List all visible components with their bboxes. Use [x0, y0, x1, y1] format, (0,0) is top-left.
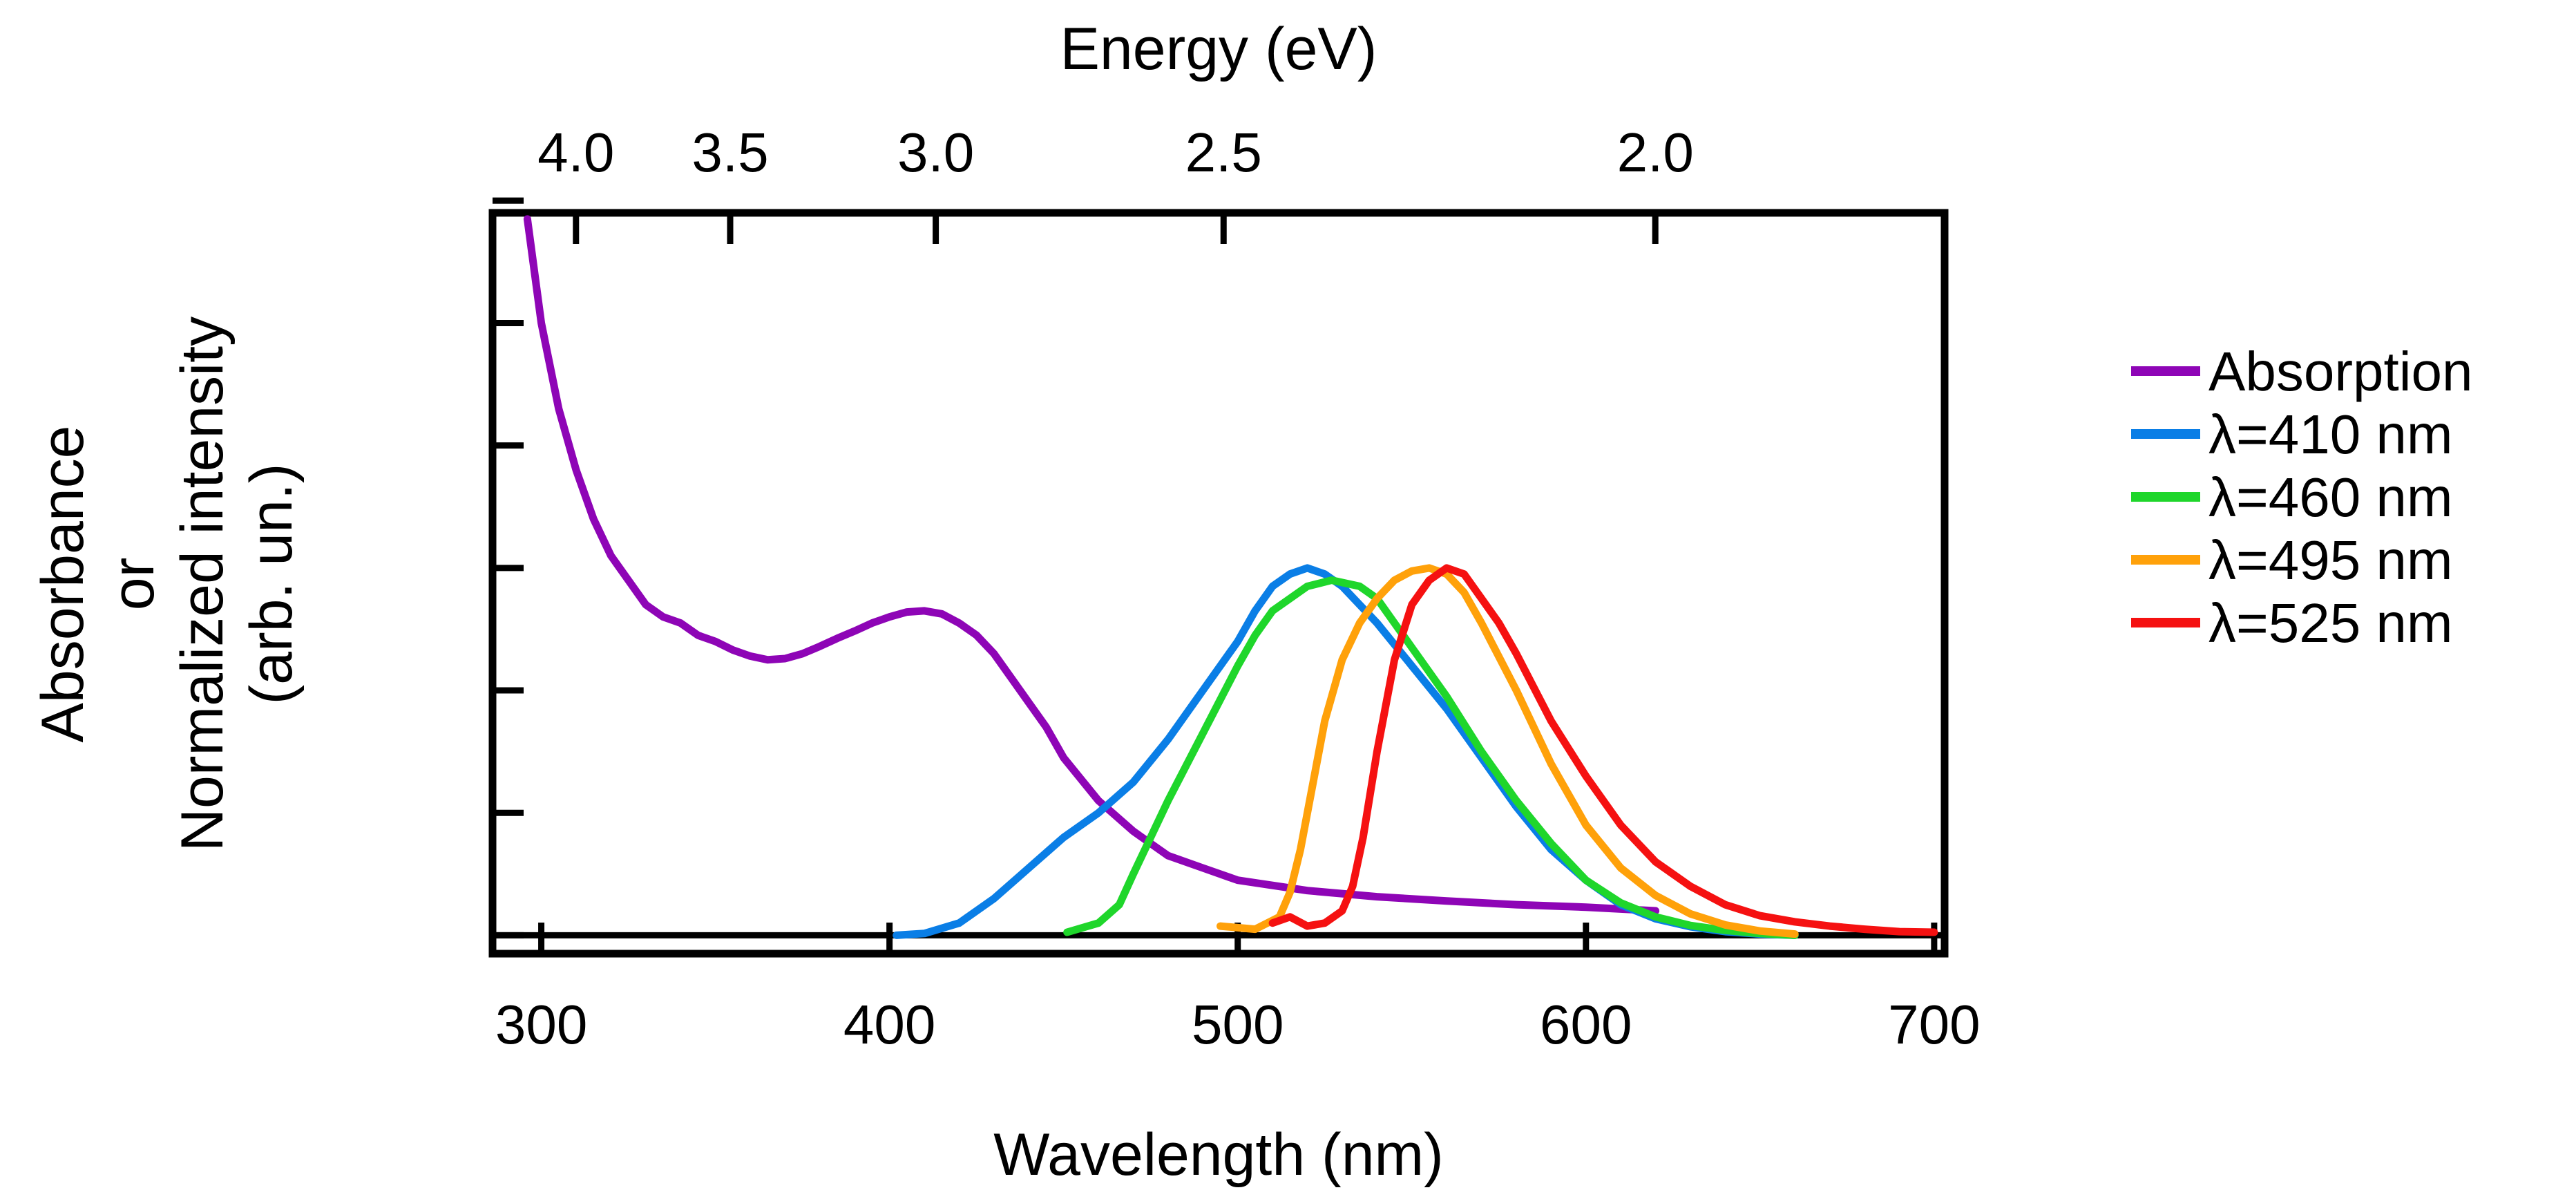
legend-label-2: λ=460 nm [2208, 466, 2453, 528]
y-axis-title-line-3: Normalized intensity [169, 317, 236, 851]
x-tick-label-700: 700 [1888, 994, 1980, 1055]
x-tick-label-300: 300 [495, 994, 587, 1055]
x-tick-label-600: 600 [1540, 994, 1632, 1055]
x2-tick-label-3.5: 3.5 [691, 122, 768, 183]
series-line-3 [1217, 564, 1799, 938]
y-axis-title-line-4: (arb. un.) [238, 464, 305, 705]
x2-tick-label-2: 2.0 [1617, 122, 1694, 183]
series-line-2 [1063, 576, 1799, 939]
x2-tick-label-4: 4.0 [537, 122, 614, 183]
y-axis-title-line-2: or [100, 558, 166, 610]
series-layer [523, 215, 1938, 939]
x-axis-title: Wavelength (nm) [993, 1122, 1444, 1188]
labels-layer: Wavelength (nm) Energy (eV) Absorbance o… [30, 16, 1444, 1188]
x-tick-label-400: 400 [843, 994, 935, 1055]
ticks-layer: 300 400 500 600 700 4.0 3.5 3.0 2.5 2.0 [493, 122, 1981, 1055]
legend-label-0: Absorption [2208, 341, 2472, 402]
legend-label-4: λ=525 nm [2208, 592, 2453, 654]
series-line-1 [893, 564, 1799, 939]
y-axis-title-line-1: Absorbance [30, 426, 96, 743]
legend-label-1: λ=410 nm [2208, 404, 2453, 465]
top-axis-title: Energy (eV) [1060, 16, 1377, 82]
x-tick-label-500: 500 [1192, 994, 1284, 1055]
series-line-0 [523, 215, 1660, 915]
x2-tick-label-3: 3.0 [897, 122, 974, 183]
legend-label-3: λ=495 nm [2208, 529, 2453, 591]
plot-frame [488, 209, 1949, 958]
series-line-4 [1268, 564, 1938, 936]
x2-tick-label-2.5: 2.5 [1185, 122, 1262, 183]
